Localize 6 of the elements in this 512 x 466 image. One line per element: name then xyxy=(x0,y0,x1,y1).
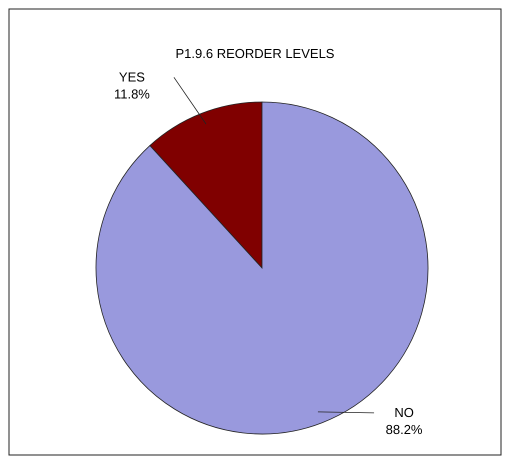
slice-label: NO xyxy=(394,404,414,420)
data-label: 88.2% xyxy=(386,422,423,437)
data-label: 11.8% xyxy=(114,86,150,102)
chart-title: P1.9.6 REORDER LEVELS xyxy=(176,46,335,61)
pie-slice xyxy=(96,102,428,434)
slice-label: YES xyxy=(118,69,146,84)
